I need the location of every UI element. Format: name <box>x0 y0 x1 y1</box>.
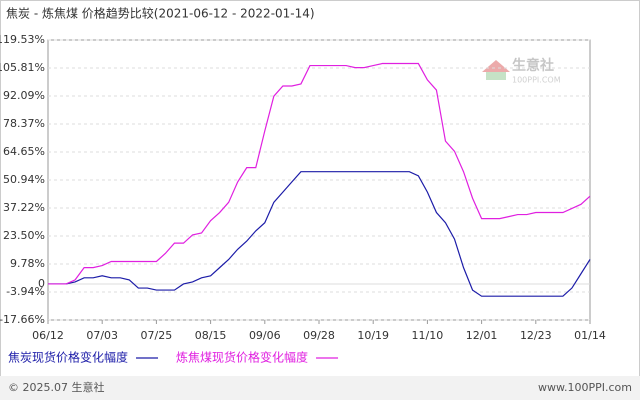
y-tick-label: 105.81% <box>0 61 45 74</box>
watermark-url: 100PPI.COM <box>512 76 561 85</box>
logo-base <box>486 72 506 80</box>
watermark: 生意社 100PPI.COM <box>482 57 561 85</box>
y-tick-label: 64.65% <box>3 145 45 158</box>
x-tick-label: 12/01 <box>466 329 498 342</box>
chart-title: 焦炭 - 炼焦煤 价格趋势比较(2021-06-12 - 2022-01-14) <box>6 6 315 21</box>
x-tick-label: 07/03 <box>86 329 118 342</box>
y-tick-label: 9.78% <box>10 257 45 270</box>
y-tick-label: 92.09% <box>3 89 45 102</box>
x-tick-label: 10/19 <box>357 329 389 342</box>
legend-label: 炼焦煤现货价格变化幅度 <box>176 350 308 365</box>
x-tick-label: 11/10 <box>412 329 444 342</box>
x-tick-label: 06/12 <box>32 329 64 342</box>
x-tick-label: 12/23 <box>520 329 552 342</box>
logo-roof <box>482 60 510 72</box>
x-tick-label: 08/15 <box>195 329 227 342</box>
y-tick-label: 23.50% <box>3 229 45 242</box>
y-tick-label: -3.94% <box>6 285 45 298</box>
footer-copyright: © 2025.07 生意社 <box>8 380 104 394</box>
y-tick-label: 119.53% <box>0 33 45 46</box>
footer-bar <box>0 376 640 400</box>
series-line <box>48 62 591 285</box>
x-tick-label: 07/25 <box>141 329 173 342</box>
series-line <box>48 171 591 297</box>
watermark-name: 生意社 <box>512 57 554 74</box>
y-tick-label: 37.22% <box>3 201 45 214</box>
x-tick-label: 09/06 <box>249 329 281 342</box>
y-tick-label: -17.66% <box>0 313 45 326</box>
x-tick-label: 01/14 <box>574 329 606 342</box>
y-tick-label: 0 <box>38 277 45 290</box>
y-tick-label: 50.94% <box>3 173 45 186</box>
legend-label: 焦炭现货价格变化幅度 <box>8 350 128 365</box>
footer-site: www.100PPI.com <box>538 381 632 394</box>
x-tick-label: 09/28 <box>303 329 335 342</box>
y-tick-label: 78.37% <box>3 117 45 130</box>
